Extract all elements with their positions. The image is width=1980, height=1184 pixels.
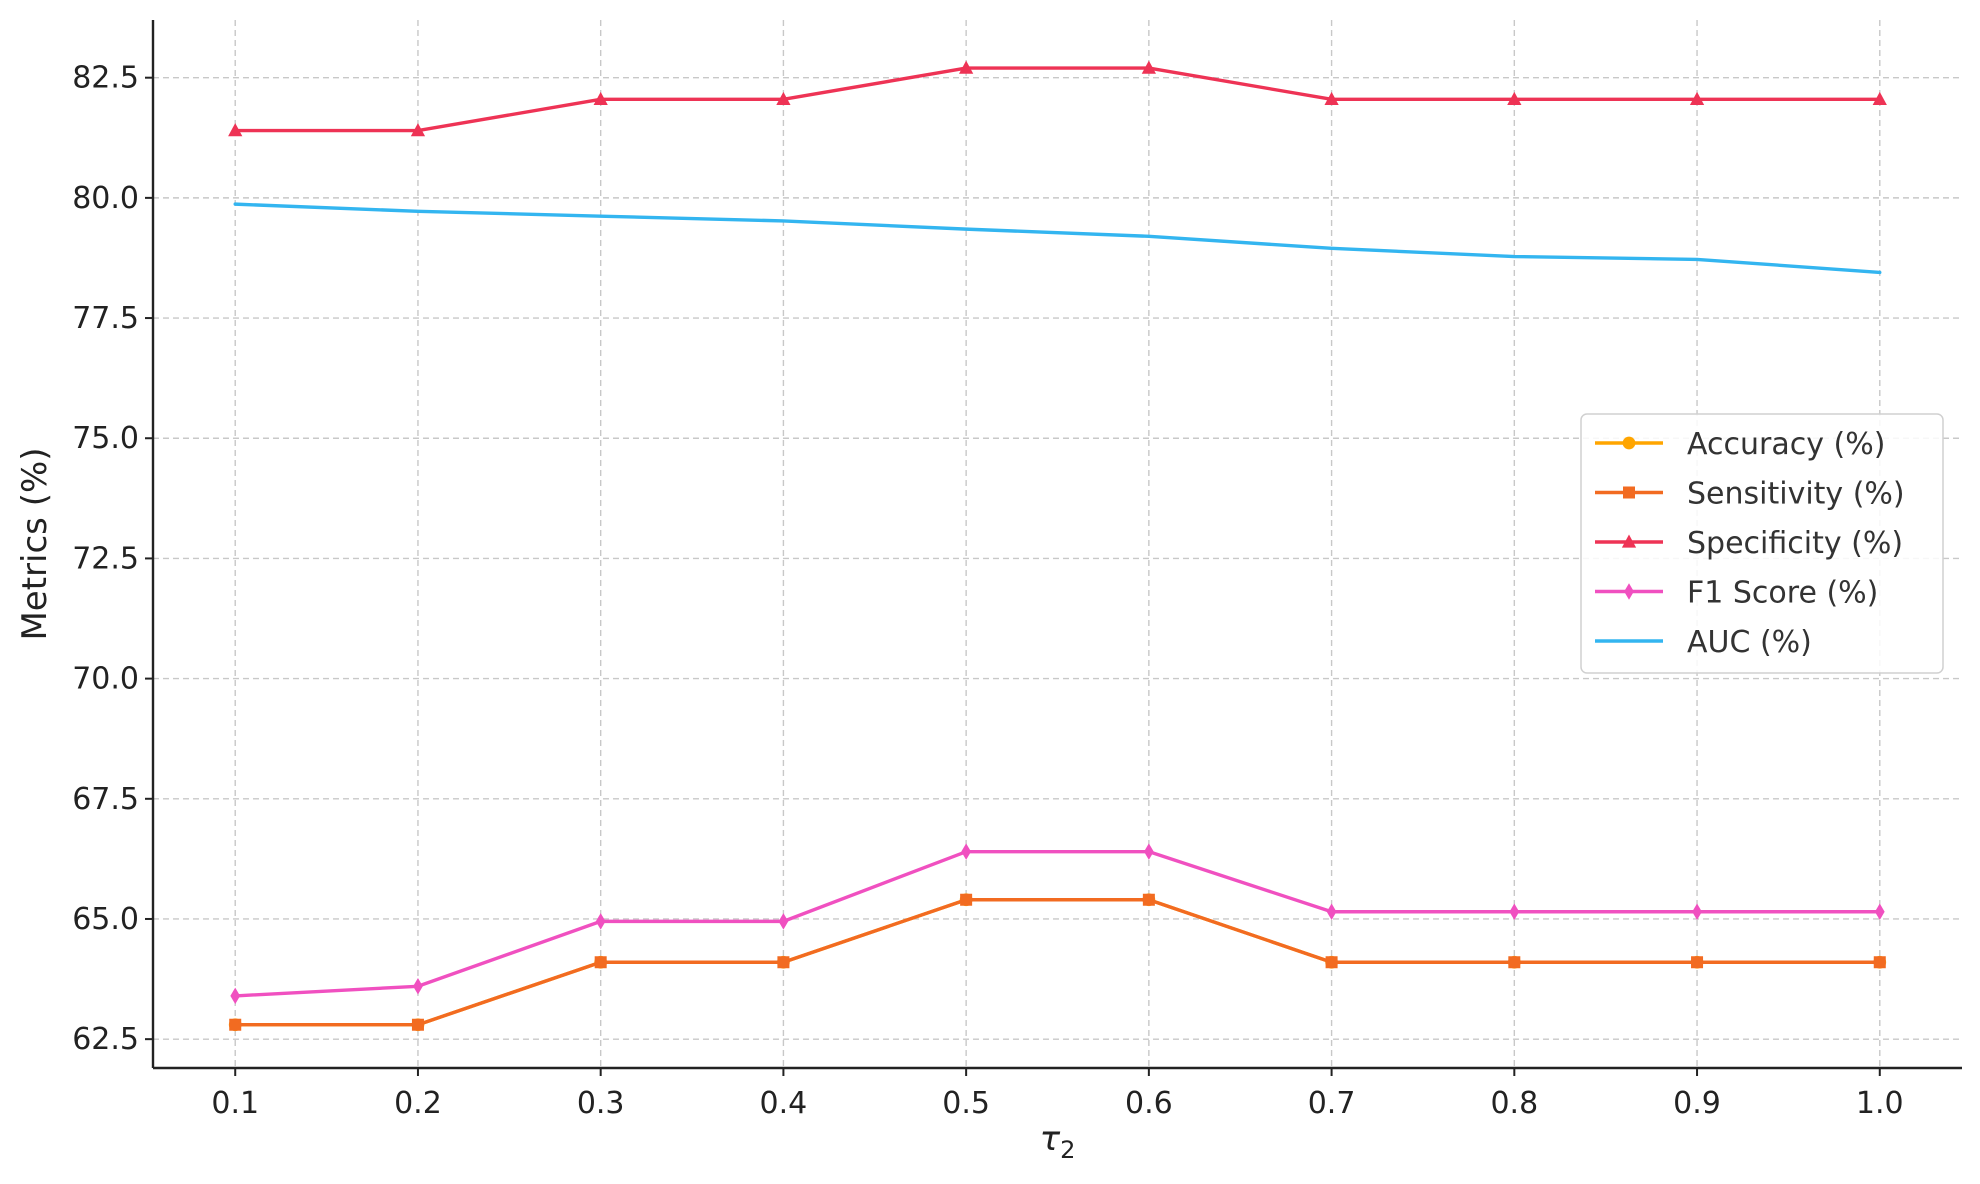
data-point-specificity: [1872, 91, 1887, 105]
legend-item-accuracy: Accuracy (%): [1595, 427, 1885, 462]
x-tick-label: 0.6: [1125, 1086, 1173, 1121]
legend-label: F1 Score (%): [1687, 576, 1878, 611]
x-tick-label: 0.5: [942, 1086, 990, 1121]
data-point-specificity: [1324, 91, 1339, 105]
x-axis-label-main: τ: [1040, 1119, 1061, 1159]
series-line-sensitivity: [233, 898, 1882, 1027]
legend-swatch-marker: [1623, 486, 1635, 499]
y-tick-label: 62.5: [72, 1022, 139, 1057]
data-point-f1-score: [595, 913, 606, 930]
x-axis-label-subscript: 2: [1060, 1136, 1075, 1164]
series-sensitivity: [229, 893, 1886, 1031]
series-auc: [233, 202, 1882, 275]
legend-item-sensitivity: Sensitivity (%): [1595, 477, 1905, 512]
data-point-sensitivity: [777, 956, 790, 969]
legend-swatch-marker: [1624, 583, 1634, 600]
x-tick-label: 0.9: [1673, 1086, 1721, 1121]
data-point-sensitivity: [229, 1018, 242, 1031]
legend-swatch-marker: [1622, 436, 1636, 450]
x-tick-label: 0.4: [760, 1086, 808, 1121]
x-tick-label: 1.0: [1856, 1086, 1904, 1121]
data-point-sensitivity: [1873, 956, 1886, 969]
series-f1-score: [230, 843, 1885, 1005]
data-point-sensitivity: [960, 893, 973, 906]
y-tick-label: 75.0: [72, 421, 139, 456]
data-point-f1-score: [1692, 903, 1702, 921]
data-point-f1-score: [1509, 903, 1520, 921]
x-axis-label: τ2: [1040, 1119, 1076, 1164]
y-axis-label: Metrics (%): [15, 447, 55, 640]
data-point-f1-score: [961, 843, 972, 860]
y-tick-label: 65.0: [72, 902, 139, 937]
grid-layer: [153, 20, 1962, 1068]
data-point-f1-score: [1326, 903, 1337, 921]
data-point-specificity: [1689, 91, 1705, 105]
series-line-f1-score: [233, 849, 1882, 998]
data-point-f1-score: [1143, 843, 1154, 860]
data-point-specificity: [959, 60, 974, 74]
data-point-f1-score: [778, 913, 789, 930]
legend-label: Specificity (%): [1687, 526, 1903, 561]
legend-swatch-marker: [1621, 534, 1637, 548]
x-tick-label: 0.1: [211, 1086, 259, 1121]
x-tick-label: 0.2: [394, 1086, 442, 1121]
x-tick-label: 0.3: [577, 1086, 625, 1121]
legend-label: Sensitivity (%): [1687, 477, 1905, 512]
data-point-specificity: [593, 91, 608, 105]
y-tick-label: 82.5: [72, 61, 139, 96]
data-point-f1-score: [230, 987, 241, 1005]
data-point-specificity: [410, 123, 426, 137]
series-specificity: [228, 60, 1887, 137]
x-tick-label: 0.7: [1308, 1086, 1356, 1121]
data-point-specificity: [228, 123, 243, 137]
y-tick-label: 67.5: [72, 782, 139, 817]
x-tick-label: 0.8: [1490, 1086, 1538, 1121]
legend-item-auc: AUC (%): [1595, 625, 1812, 660]
y-tick-label: 77.5: [72, 301, 139, 336]
series-line-auc: [233, 202, 1882, 275]
data-point-sensitivity: [594, 956, 607, 969]
data-point-sensitivity: [1508, 956, 1521, 969]
data-point-sensitivity: [1142, 893, 1155, 906]
legend-label: Accuracy (%): [1687, 427, 1885, 462]
series-line-specificity: [233, 66, 1882, 133]
axes-layer: 0.1 0.2 0.3 0.4 0.5 0.6 0.7 0.8 0.9 1.0 62.5 65.0 67…: [72, 20, 1962, 1121]
data-point-f1-score: [413, 978, 423, 995]
legend-label: AUC (%): [1687, 625, 1812, 660]
y-tick-label: 80.0: [72, 181, 139, 216]
data-point-specificity: [776, 91, 791, 105]
legend-box: [1580, 413, 1944, 674]
y-tick-label: 70.0: [72, 662, 139, 697]
data-point-specificity: [1507, 91, 1522, 105]
data-point-sensitivity: [1325, 956, 1338, 969]
y-tick-label: 72.5: [72, 541, 139, 576]
series-layer: [228, 60, 1887, 1032]
data-point-sensitivity: [411, 1018, 424, 1031]
data-point-specificity: [1141, 60, 1156, 74]
data-point-sensitivity: [1691, 956, 1704, 969]
legend: Accuracy (%) Sensitivity (%) Specificity (…: [1580, 413, 1944, 674]
data-point-f1-score: [1874, 903, 1885, 921]
legend-item-specificity: Specificity (%): [1595, 526, 1903, 561]
legend-item-f1-score: F1 Score (%): [1595, 576, 1878, 611]
